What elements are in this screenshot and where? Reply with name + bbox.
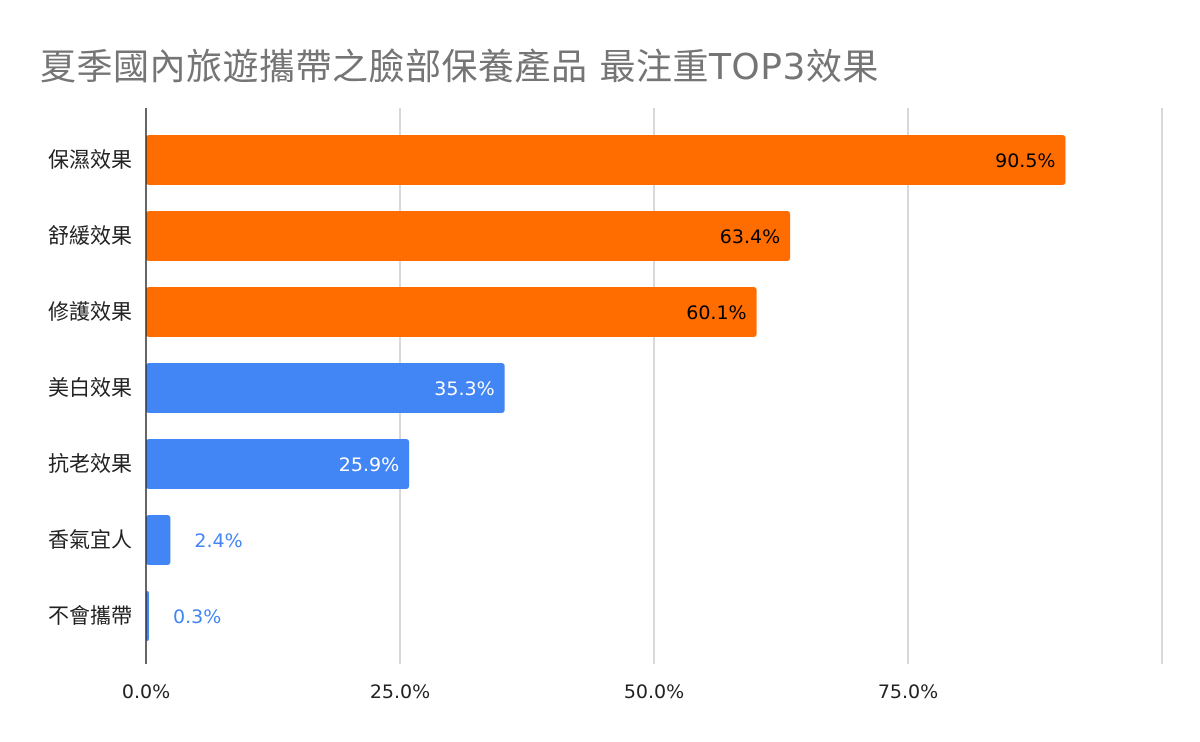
bar	[146, 211, 791, 261]
bar	[146, 591, 150, 641]
bar	[146, 135, 1066, 185]
bars	[146, 135, 1066, 641]
x-tick-labels: 0.0% 25.0% 50.0% 75.0%	[122, 681, 938, 703]
category-label: 舒緩效果	[48, 224, 132, 248]
data-label: 35.3%	[434, 378, 494, 400]
x-tick-label: 50.0%	[624, 681, 684, 703]
data-label: 0.3%	[173, 606, 221, 628]
data-label: 60.1%	[686, 302, 746, 324]
x-tick-label: 0.0%	[122, 681, 170, 703]
value-labels: 90.5% 63.4% 60.1% 35.3% 25.9% 2.4% 0.3%	[173, 150, 1055, 628]
x-tick-label: 75.0%	[878, 681, 938, 703]
category-label: 不會攜帶	[48, 604, 132, 628]
bar	[146, 439, 410, 489]
category-label: 修護效果	[48, 300, 132, 324]
gridlines	[399, 108, 1163, 664]
category-label: 美白效果	[48, 376, 132, 400]
category-label: 保濕效果	[48, 148, 132, 172]
category-label: 抗老效果	[48, 452, 132, 476]
bar	[146, 363, 505, 413]
category-label: 香氣宜人	[48, 528, 132, 552]
bar	[146, 287, 757, 337]
x-tick-label: 25.0%	[370, 681, 430, 703]
bar	[146, 515, 171, 565]
data-label: 63.4%	[720, 226, 780, 248]
data-label: 90.5%	[995, 150, 1055, 172]
chart-title: 夏季國內旅遊攜帶之臉部保養產品 最注重TOP3效果	[40, 47, 879, 88]
data-label: 25.9%	[339, 454, 399, 476]
data-label: 2.4%	[194, 530, 242, 552]
